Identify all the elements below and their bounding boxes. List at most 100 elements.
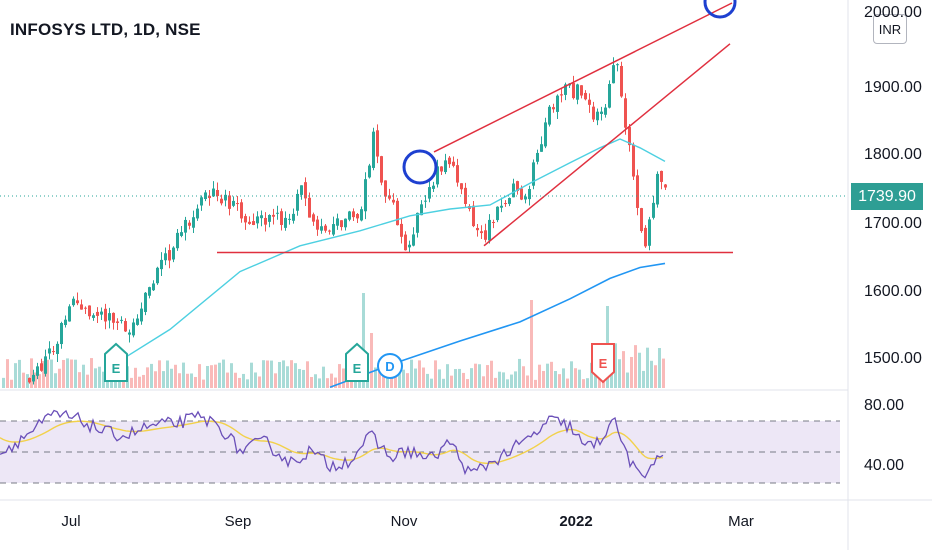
volume-bar (438, 369, 441, 388)
volume-bar (410, 359, 413, 388)
candle-body (608, 84, 611, 108)
candle-body (272, 214, 275, 217)
candle-body (128, 332, 131, 335)
candle-body (396, 200, 399, 226)
candle-body (188, 222, 191, 226)
candle-body (340, 220, 343, 228)
volume-bar (282, 360, 285, 388)
candle-body (616, 64, 619, 66)
volume-bar (322, 366, 325, 388)
volume-bar (290, 360, 293, 388)
candle-body (264, 217, 267, 225)
volume-bar (546, 363, 549, 388)
candle-body (168, 250, 171, 261)
time-axis-label: Jul (61, 513, 81, 530)
candle-body (336, 218, 339, 226)
volume-bar (362, 293, 365, 388)
volume-bar (262, 360, 265, 388)
volume-bar (358, 379, 361, 388)
volume-bar (118, 376, 121, 388)
price-axis-label: 2000.00 (864, 4, 922, 21)
volume-bar (54, 373, 57, 388)
candle-body (232, 200, 235, 206)
volume-bar (586, 378, 589, 388)
candle-body (132, 322, 135, 336)
time-axis-label: 2022 (559, 513, 593, 530)
candle-body (240, 202, 243, 219)
volume-bar (30, 358, 33, 388)
candle-body (44, 356, 47, 374)
volume-bar (518, 358, 521, 388)
volume-bar (190, 373, 193, 388)
volume-bar (110, 377, 113, 388)
volume-bar (82, 364, 85, 388)
volume-bar (6, 359, 9, 388)
volume-bar (254, 372, 257, 388)
candle-body (424, 200, 427, 202)
candle-body (496, 206, 499, 221)
volume-bar (482, 376, 485, 388)
volume-bar (202, 379, 205, 388)
candle-body (652, 202, 655, 218)
candle-body (96, 311, 99, 316)
candle-body (284, 217, 287, 228)
volume-bar (426, 373, 429, 388)
price-axis-label: 1700.00 (864, 215, 922, 232)
candle-body (540, 144, 543, 152)
volume-bar (70, 359, 73, 388)
candle-body (388, 195, 391, 199)
candle-body (416, 212, 419, 233)
volume-bar (34, 372, 37, 388)
rsi-axis-label: 40.00 (864, 457, 905, 474)
candle-body (620, 65, 623, 97)
volume-bar (230, 363, 233, 388)
volume-bar (414, 368, 417, 388)
volume-bar (90, 358, 93, 388)
candle-body (640, 208, 643, 232)
volume-bar (626, 372, 629, 388)
volume-bar (542, 370, 545, 388)
candle-body (28, 377, 31, 383)
candle-body (92, 315, 95, 318)
volume-bar (478, 364, 481, 388)
volume-bar (462, 372, 465, 388)
time-axis-label: Sep (224, 513, 252, 530)
candle-body (524, 196, 527, 200)
dividend-marker-shape (377, 353, 403, 379)
candle-body (36, 366, 39, 376)
candle-body (196, 208, 199, 219)
volume-bar (574, 368, 577, 388)
candle-body (380, 156, 383, 183)
currency-button[interactable]: INR (873, 14, 907, 44)
candle-body (628, 127, 631, 146)
candle-body (648, 219, 651, 246)
candle-body (420, 204, 423, 216)
volume-bar (526, 375, 529, 388)
candle-body (596, 111, 599, 121)
volume-bar (466, 379, 469, 388)
candle-body (304, 182, 307, 199)
volume-bar (450, 375, 453, 388)
candle-body (180, 232, 183, 236)
volume-bar (74, 359, 77, 388)
candle-body (372, 131, 375, 168)
candle-body (60, 323, 63, 345)
dividend-marker: D (377, 353, 403, 379)
candle-body (348, 211, 351, 220)
dividend-marker-label: D (385, 359, 394, 374)
volume-bar (370, 333, 373, 388)
volume-bar (26, 374, 29, 388)
volume-bar (430, 378, 433, 388)
candle-body (484, 230, 487, 240)
candle-body (552, 107, 555, 110)
candle-body (292, 213, 295, 221)
candle-body (64, 319, 67, 326)
candle-body (564, 84, 567, 95)
earnings-marker: E (104, 342, 128, 382)
candle-body (68, 306, 71, 322)
volume-bar (458, 368, 461, 388)
volume-bar (222, 359, 225, 388)
candle-body (560, 94, 563, 96)
